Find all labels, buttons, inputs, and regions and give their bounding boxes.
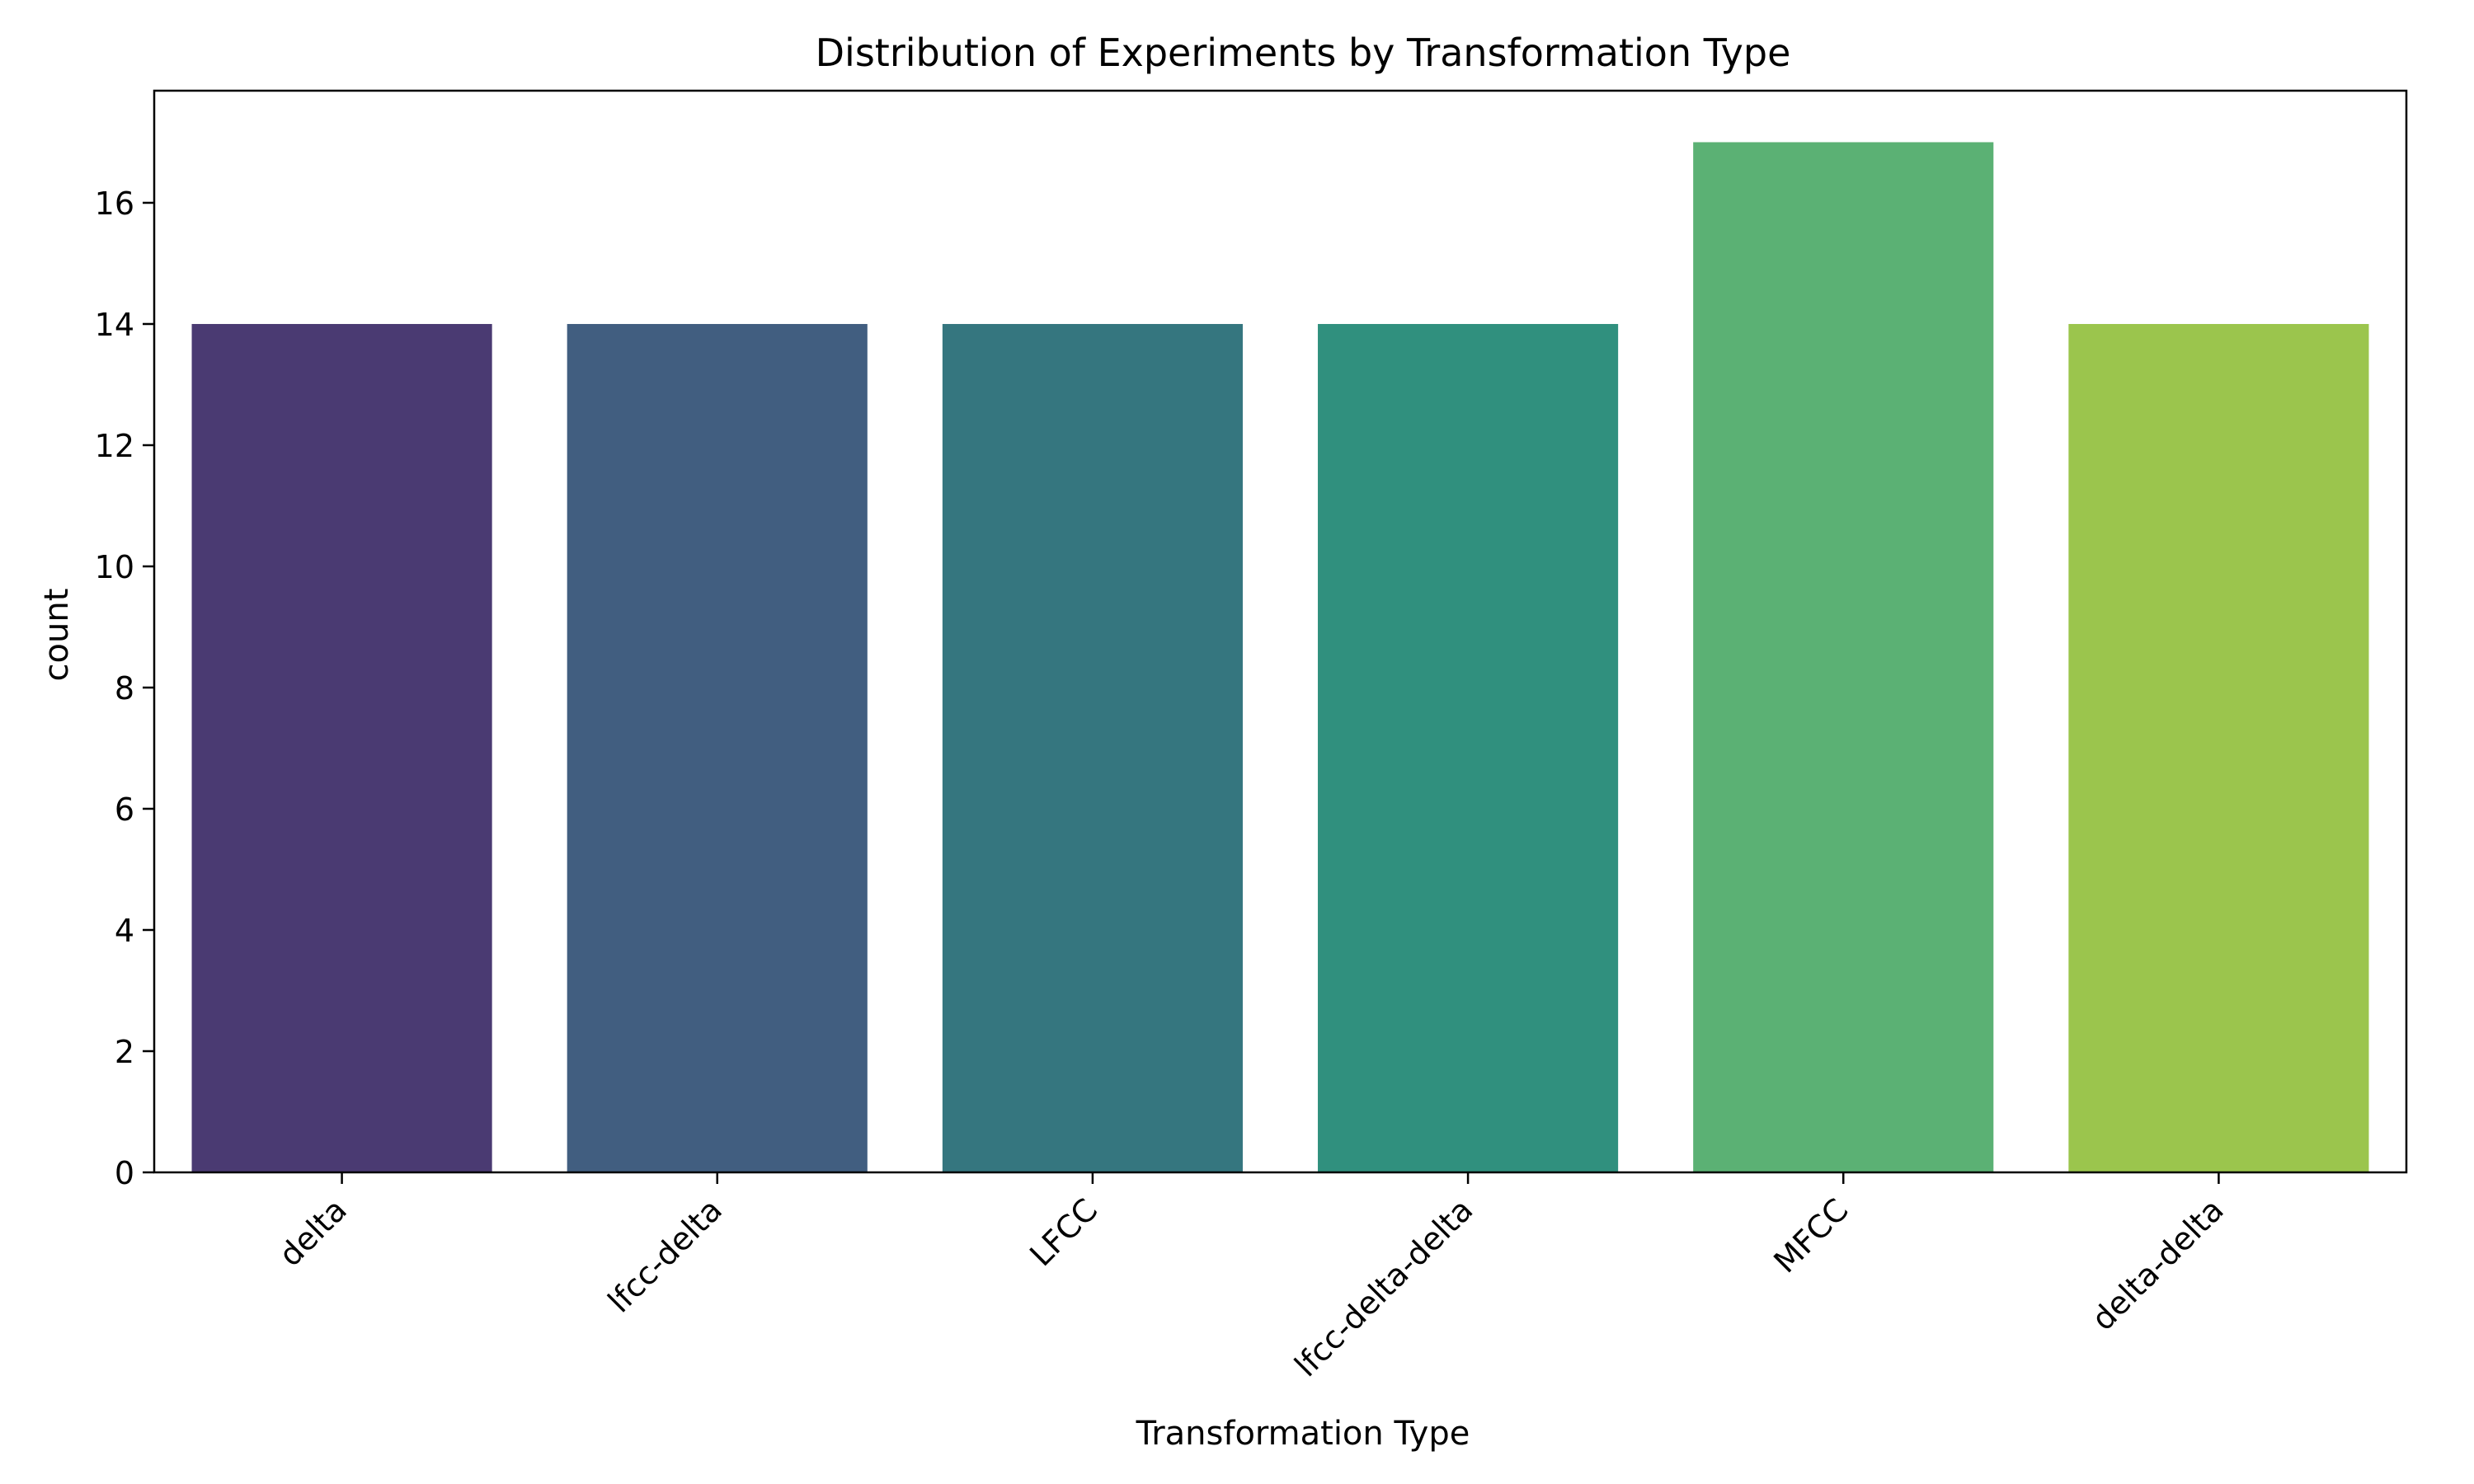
y-tick-label-1: 2	[115, 1034, 134, 1070]
y-axis-label: count	[38, 589, 76, 682]
bar-2	[942, 323, 1243, 1173]
y-tick-label-4: 8	[115, 670, 134, 707]
plot-frame	[153, 89, 2408, 1174]
bar-4	[1693, 142, 1994, 1173]
y-tick-label-6: 12	[95, 428, 134, 464]
y-tick-label-8: 16	[95, 186, 134, 222]
y-tick-label-2: 4	[115, 913, 134, 949]
y-tick-label-0: 0	[115, 1155, 134, 1191]
bar-1	[567, 323, 868, 1173]
bar-5	[2068, 323, 2369, 1173]
bar-3	[1318, 323, 1619, 1173]
x-axis-label: Transformation Type	[1136, 1415, 1470, 1453]
chart-title: Distribution of Experiments by Transform…	[816, 31, 1791, 75]
bars-layer	[191, 142, 2369, 1173]
y-tick-label-7: 14	[95, 307, 134, 343]
bar-0	[191, 323, 492, 1173]
y-tick-label-3: 6	[115, 791, 134, 828]
y-tick-label-5: 10	[95, 549, 134, 585]
